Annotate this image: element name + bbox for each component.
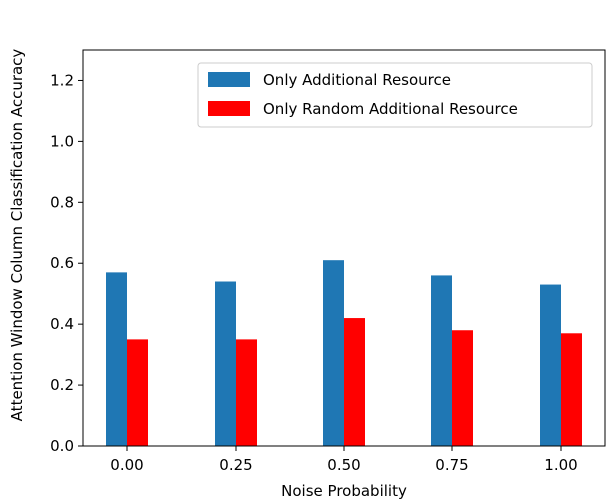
y-tick-label: 0.0 (50, 437, 74, 455)
y-tick-label: 0.8 (50, 193, 74, 211)
y-tick-label: 1.0 (50, 132, 74, 150)
x-tick-label: 0.25 (219, 456, 252, 474)
bar-series-2-1.00 (561, 333, 582, 446)
x-axis-label: Noise Probability (281, 482, 407, 500)
plot-frame (82, 49, 606, 447)
legend-box (197, 62, 593, 128)
bar-series-1-0.75 (431, 275, 452, 446)
legend-swatch-1 (208, 72, 250, 87)
bar-series-1-0.00 (106, 272, 127, 446)
x-ticks-layer: 0.00 0.25 0.50 0.75 1.00 (110, 446, 578, 474)
y-tick-label: 0.4 (50, 315, 74, 333)
y-tick-label: 0.6 (50, 254, 74, 272)
legend-label-2: Only Random Additional Resource (263, 100, 518, 118)
x-tick-label: 0.00 (110, 456, 143, 474)
legend: Only Additional Resource Only Random Addi… (197, 62, 593, 128)
bar-series-2-0.50 (344, 318, 365, 446)
x-tick-label: 1.00 (544, 456, 577, 474)
legend-swatch-2 (208, 101, 250, 116)
bar-series-2-0.75 (452, 330, 473, 446)
bar-series-1-1.00 (540, 284, 561, 446)
legend-label-1: Only Additional Resource (263, 71, 451, 89)
bar-series-1-0.50 (323, 260, 344, 446)
y-tick-label: 0.2 (50, 376, 74, 394)
bars-layer (106, 260, 582, 446)
bar-series-1-0.25 (215, 281, 236, 446)
y-axis-label: Attention Window Column Classification A… (8, 49, 26, 422)
x-tick-label: 0.50 (327, 456, 360, 474)
y-tick-label: 1.2 (50, 71, 74, 89)
y-ticks-layer: 0.0 0.2 0.4 0.6 0.8 1.0 1.2 (50, 71, 83, 455)
bar-series-2-0.00 (127, 339, 148, 446)
bar-series-2-0.25 (236, 339, 257, 446)
x-tick-label: 0.75 (435, 456, 468, 474)
